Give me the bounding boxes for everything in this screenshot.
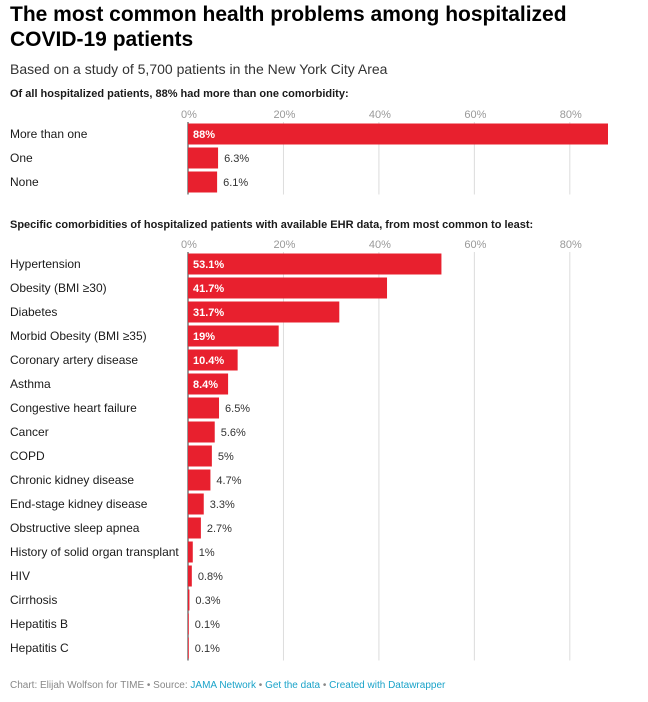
bar bbox=[188, 349, 238, 371]
category-label: Chronic kidney disease bbox=[10, 473, 134, 487]
bar bbox=[188, 301, 340, 323]
value-label: 88% bbox=[193, 129, 215, 141]
value-label: 6.5% bbox=[225, 403, 250, 415]
category-label: Obstructive sleep apnea bbox=[10, 521, 140, 535]
bar bbox=[188, 565, 192, 587]
category-label: Obesity (BMI ≥30) bbox=[10, 281, 107, 295]
bar bbox=[188, 147, 219, 169]
bar bbox=[188, 541, 193, 563]
value-label: 19% bbox=[193, 331, 215, 343]
x-tick-label: 40% bbox=[369, 109, 391, 121]
footer-credit: Chart: Elijah Wolfson for TIME • Source: bbox=[10, 680, 191, 691]
x-tick-label: 60% bbox=[464, 239, 486, 251]
category-label: One bbox=[10, 151, 33, 165]
category-label: Cancer bbox=[10, 425, 49, 439]
value-label: 6.1% bbox=[223, 177, 248, 189]
bar bbox=[188, 373, 229, 395]
bar bbox=[188, 325, 279, 347]
category-label: COPD bbox=[10, 449, 45, 463]
value-label: 0.1% bbox=[195, 643, 220, 655]
bar bbox=[188, 445, 212, 467]
category-label: Hepatitis B bbox=[10, 617, 68, 631]
footer-separator: • bbox=[320, 680, 330, 691]
bar bbox=[188, 397, 220, 419]
comorbidity-count-chart: 0% 20% 40% 60% 80% More than one 88% One 6.3% Non… bbox=[0, 104, 648, 196]
source-link[interactable]: JAMA Network bbox=[190, 680, 256, 691]
category-label: End-stage kidney disease bbox=[10, 497, 148, 511]
bar bbox=[188, 589, 190, 611]
section-title-specific-comorbidities: Specific comorbidities of hospitalized p… bbox=[10, 219, 534, 231]
value-label: 1% bbox=[199, 547, 215, 559]
category-label: None bbox=[10, 175, 39, 189]
value-label: 6.3% bbox=[224, 153, 249, 165]
x-tick-label: 0% bbox=[181, 109, 197, 121]
comorbidity-count-svg: 0% 20% 40% 60% 80% More than one 88% One 6.3% Non… bbox=[10, 109, 608, 195]
category-label: Congestive heart failure bbox=[10, 401, 137, 415]
chart-footer: Chart: Elijah Wolfson for TIME • Source:… bbox=[10, 680, 445, 691]
value-label: 0.3% bbox=[195, 595, 220, 607]
category-label: Hypertension bbox=[10, 257, 81, 271]
bar bbox=[188, 253, 442, 275]
bar bbox=[188, 171, 218, 193]
chart-title: The most common health problems among ho… bbox=[10, 3, 567, 51]
specific-comorbidities-svg: 0% 20% 40% 60% 80% Hypertension 53.1% Obesity (… bbox=[10, 239, 582, 661]
value-label: 8.4% bbox=[193, 379, 218, 391]
bar bbox=[188, 421, 215, 443]
value-label: 53.1% bbox=[193, 259, 224, 271]
x-tick-label: 20% bbox=[273, 239, 295, 251]
value-label: 31.7% bbox=[193, 307, 224, 319]
get-data-link[interactable]: Get the data bbox=[265, 680, 321, 691]
x-tick-label: 20% bbox=[273, 109, 295, 121]
category-label: Hepatitis C bbox=[10, 641, 69, 655]
category-label: Asthma bbox=[10, 377, 51, 391]
value-label: 0.1% bbox=[195, 619, 220, 631]
value-label: 4.7% bbox=[216, 475, 241, 487]
bar bbox=[188, 469, 211, 491]
category-label: More than one bbox=[10, 127, 88, 141]
bar bbox=[188, 637, 189, 659]
bar bbox=[188, 613, 189, 635]
value-label: 10.4% bbox=[193, 355, 224, 367]
bar bbox=[188, 123, 608, 145]
bar bbox=[188, 493, 204, 515]
value-label: 0.8% bbox=[198, 571, 223, 583]
category-label: Diabetes bbox=[10, 305, 57, 319]
value-label: 5.6% bbox=[221, 427, 246, 439]
value-label: 3.3% bbox=[210, 499, 235, 511]
category-label: History of solid organ transplant bbox=[10, 545, 179, 559]
bar bbox=[188, 277, 388, 299]
specific-comorbidities-chart: 0% 20% 40% 60% 80% Hypertension 53.1% Obesity (… bbox=[0, 234, 648, 662]
x-tick-label: 80% bbox=[560, 109, 582, 121]
value-label: 2.7% bbox=[207, 523, 232, 535]
bar bbox=[188, 517, 201, 539]
value-label: 41.7% bbox=[193, 283, 224, 295]
category-label: Coronary artery disease bbox=[10, 353, 138, 367]
category-label: Cirrhosis bbox=[10, 593, 57, 607]
x-tick-label: 80% bbox=[560, 239, 582, 251]
category-label: Morbid Obesity (BMI ≥35) bbox=[10, 329, 147, 343]
section-title-comorbidity-count: Of all hospitalized patients, 88% had mo… bbox=[10, 88, 349, 100]
category-label: HIV bbox=[10, 569, 30, 583]
x-tick-label: 60% bbox=[464, 109, 486, 121]
x-tick-label: 0% bbox=[181, 239, 197, 251]
chart-subtitle: Based on a study of 5,700 patients in th… bbox=[10, 61, 388, 77]
footer-separator: • bbox=[256, 680, 266, 691]
value-label: 5% bbox=[218, 451, 234, 463]
x-tick-label: 40% bbox=[369, 239, 391, 251]
datawrapper-link[interactable]: Created with Datawrapper bbox=[329, 680, 446, 691]
